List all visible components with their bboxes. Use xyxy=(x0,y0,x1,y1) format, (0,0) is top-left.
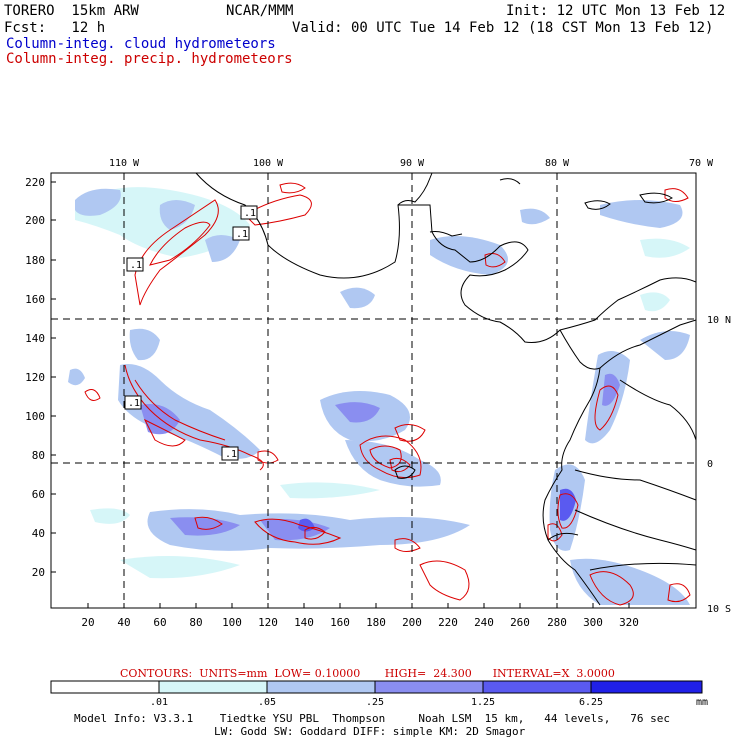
model-info-line1: Model Info: V3.3.1 Tiedtke YSU PBL Thomp… xyxy=(74,712,671,725)
init-time: Init: 12 UTC Mon 13 Feb 12 xyxy=(506,3,726,19)
x-tick-label: 200 xyxy=(402,616,422,629)
colorbar-units: mm xyxy=(696,697,708,708)
contour-label: .1 xyxy=(128,398,140,409)
lon-label: 70 W xyxy=(689,158,714,169)
field-precip-title: Column-integ. precip. hydrometeors xyxy=(6,51,293,67)
contour-label: .1 xyxy=(244,208,256,219)
organization: NCAR/MMM xyxy=(226,3,294,19)
y-tick-label: 180 xyxy=(25,254,45,267)
lon-label: 80 W xyxy=(545,158,570,169)
y-tick-label: 200 xyxy=(25,214,45,227)
colorbar-label: 1.25 xyxy=(471,697,495,708)
colorbar-label: .01 xyxy=(150,697,168,708)
lon-label: 100 W xyxy=(253,158,284,169)
valid-time: Valid: 00 UTC Tue 14 Feb 12 (18 CST Mon … xyxy=(292,20,714,36)
y-tick-label: 60 xyxy=(32,488,45,501)
model-info-line2: LW: Godd SW: Goddard DIFF: simple KM: 2D… xyxy=(214,725,526,738)
x-tick-label: 220 xyxy=(438,616,458,629)
x-tick-label: 120 xyxy=(258,616,278,629)
x-tick-label: 300 xyxy=(583,616,603,629)
lon-label: 90 W xyxy=(400,158,425,169)
x-tick-label: 260 xyxy=(510,616,530,629)
contour-label: .1 xyxy=(225,449,237,460)
y-tick-label: 160 xyxy=(25,293,45,306)
x-tick-label: 140 xyxy=(294,616,314,629)
x-tick-label: 280 xyxy=(547,616,567,629)
y-tick-label: 40 xyxy=(32,527,45,540)
x-tick-label: 180 xyxy=(366,616,386,629)
lat-label: 10 S xyxy=(707,604,731,615)
x-tick-label: 20 xyxy=(81,616,94,629)
plot-frame xyxy=(50,172,697,609)
y-tick-label: 120 xyxy=(25,371,45,384)
graticule xyxy=(51,173,696,608)
x-tick-label: 40 xyxy=(117,616,130,629)
lat-label: 0 xyxy=(707,459,713,470)
x-tick-label: 60 xyxy=(153,616,166,629)
y-tick-label: 20 xyxy=(32,566,45,579)
x-tick-label: 320 xyxy=(619,616,639,629)
colorbar xyxy=(50,680,703,694)
y-tick-label: 80 xyxy=(32,449,45,462)
coastlines xyxy=(195,172,697,606)
cloud-shading xyxy=(68,187,690,605)
y-tick-label: 220 xyxy=(25,176,45,189)
contour-info: CONTOURS: UNITS=mm LOW= 0.10000 HIGH= 24… xyxy=(120,667,615,680)
colorbar-label: .05 xyxy=(258,697,276,708)
lat-label: 10 N xyxy=(707,315,731,326)
precip-contours xyxy=(84,182,691,606)
contour-label: .1 xyxy=(236,229,248,240)
lon-label: 110 W xyxy=(109,158,140,169)
model-name: TORERO 15km ARW xyxy=(4,3,139,19)
field-cloud-title: Column-integ. cloud hydrometeors xyxy=(6,36,276,52)
forecast-hour: Fcst: 12 h xyxy=(4,20,106,36)
contour-label: .1 xyxy=(130,260,142,271)
colorbar-label: 6.25 xyxy=(579,697,603,708)
colorbar-label: .25 xyxy=(366,697,384,708)
x-tick-label: 80 xyxy=(189,616,202,629)
x-tick-label: 240 xyxy=(474,616,494,629)
x-tick-label: 160 xyxy=(330,616,350,629)
y-tick-label: 140 xyxy=(25,332,45,345)
y-tick-label: 100 xyxy=(25,410,45,423)
contour-label-boxes xyxy=(124,205,258,461)
x-tick-label: 100 xyxy=(222,616,242,629)
